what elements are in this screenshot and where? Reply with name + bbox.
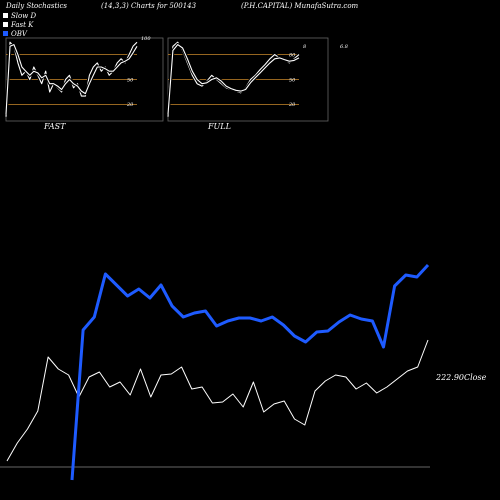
price-series <box>6 263 430 481</box>
fast-series <box>4 40 139 117</box>
legend-swatch-slow-d <box>3 13 8 18</box>
legend-label-fast-k: Fast K <box>10 21 34 29</box>
full-level-label: 80 <box>289 52 296 58</box>
fast-100-label: 100 <box>141 36 151 42</box>
legend-label-slow-d: Slow D <box>11 12 36 20</box>
header-source: (P.H.CAPITAL) MunafaSutra.com <box>241 2 359 10</box>
full-value-label: 8 <box>303 44 306 50</box>
full-series <box>166 40 301 117</box>
full-tick-labels: 80 50 20 <box>288 52 296 108</box>
full-series-2-line <box>167 44 300 115</box>
price-panel: 222.90Close <box>0 263 487 481</box>
fast-series-2-line <box>5 44 138 115</box>
legend-swatch-obv <box>3 31 8 36</box>
legend: Slow D Fast K OBV <box>3 12 36 38</box>
full-side-label: 6.8 <box>340 44 348 50</box>
header-title: Daily Stochastics <box>5 2 67 10</box>
fast-level-label: 50 <box>127 77 134 83</box>
fast-level-label: 20 <box>126 102 134 108</box>
header-params: (14,3,3) Charts for 500143 <box>101 2 197 10</box>
obv-line <box>70 263 430 481</box>
full-level-label: 20 <box>288 102 296 108</box>
full-panel-title: FULL <box>207 122 231 131</box>
header: Daily Stochastics (14,3,3) Charts for 50… <box>5 2 359 10</box>
legend-swatch-fast-k <box>3 22 8 27</box>
price-close-line <box>6 339 429 462</box>
full-level-label: 50 <box>289 77 296 83</box>
legend-label-obv: OBV <box>11 30 28 38</box>
fast-panel-title: FAST <box>43 122 66 131</box>
full-panel: 80 50 20 8 6.8 FULL <box>166 37 348 131</box>
close-label: 222.90Close <box>435 373 487 382</box>
